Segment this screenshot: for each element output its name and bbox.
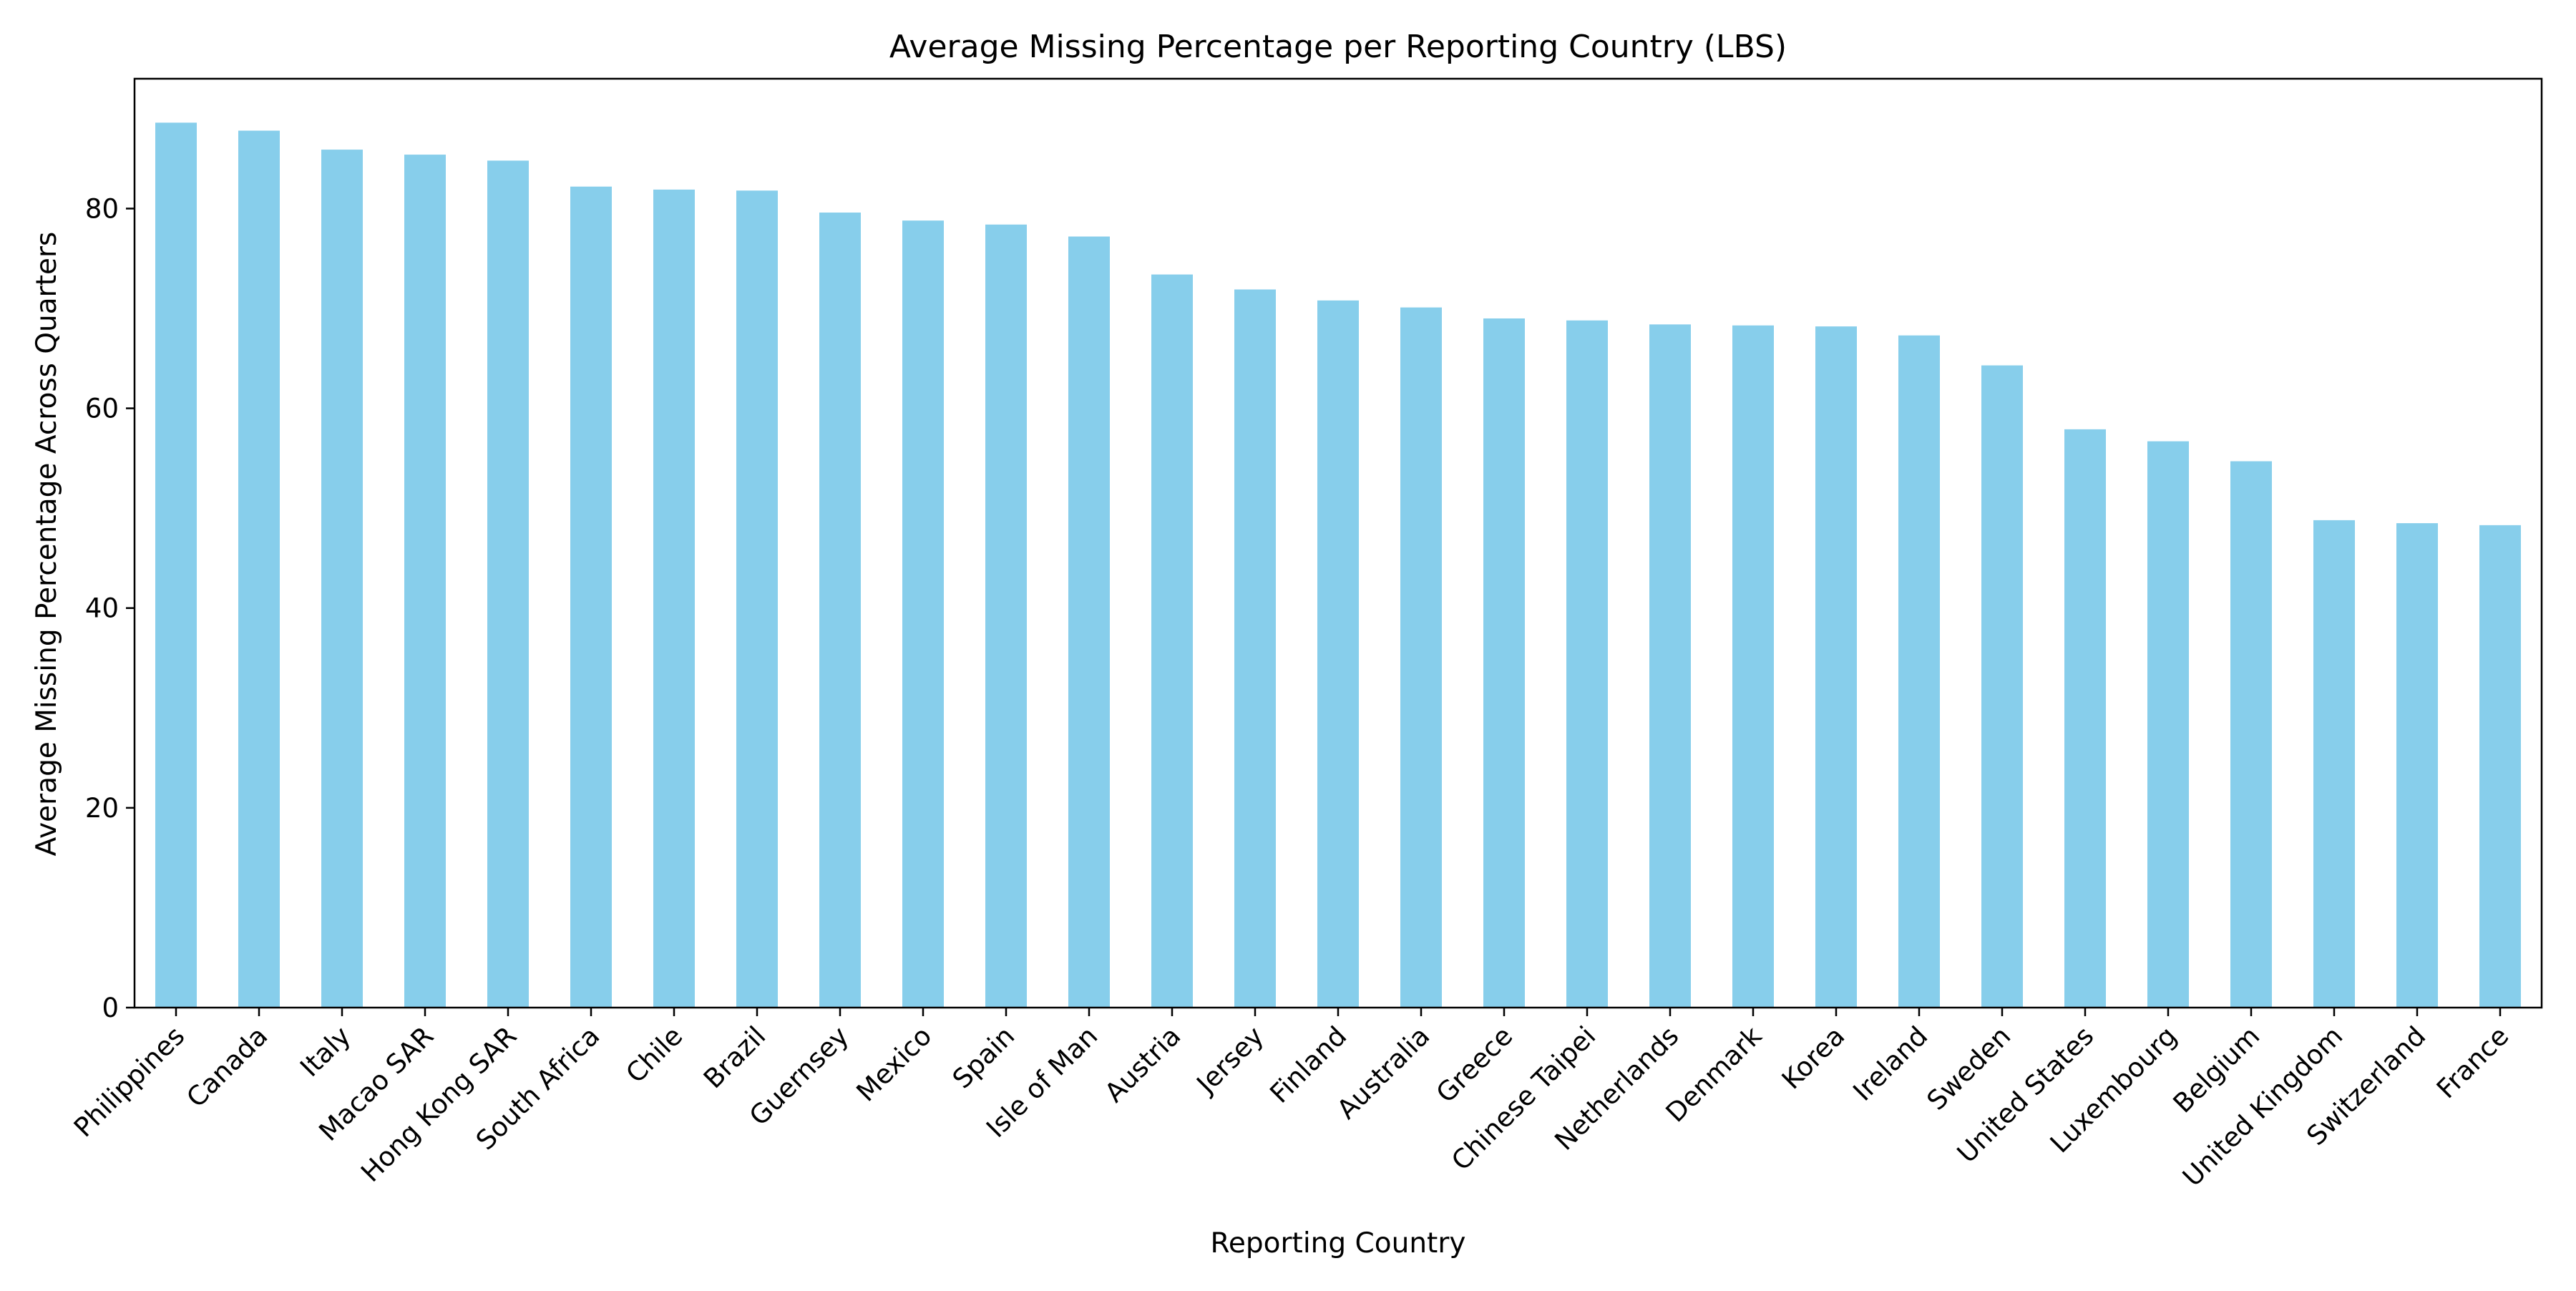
x-tick-label: Chile — [620, 1020, 688, 1089]
bar — [1649, 324, 1691, 1008]
bar — [1317, 300, 1359, 1008]
bar — [736, 190, 778, 1008]
bar — [1898, 335, 1940, 1008]
bar — [1732, 325, 1774, 1008]
bar — [1400, 307, 1442, 1008]
bar — [2313, 520, 2355, 1008]
bar — [1483, 318, 1525, 1008]
bar — [902, 220, 944, 1008]
bar — [2147, 441, 2189, 1008]
x-tick-label: Philippines — [68, 1020, 190, 1143]
x-tick-label: Jersey — [1190, 1020, 1270, 1101]
bar — [2064, 429, 2106, 1008]
bar — [404, 155, 446, 1008]
bar — [1981, 365, 2023, 1008]
x-tick-label: Austria — [1099, 1020, 1187, 1109]
bar — [985, 224, 1027, 1008]
x-tick-label: United Kingdom — [2177, 1020, 2348, 1192]
x-tick-label: France — [2431, 1020, 2514, 1104]
y-tick-label: 40 — [85, 593, 119, 624]
y-tick-label: 80 — [85, 193, 119, 224]
bar — [653, 189, 695, 1008]
y-tick-label: 20 — [85, 793, 119, 824]
x-tick-label: Italy — [294, 1020, 356, 1083]
x-tick-label: Canada — [180, 1020, 273, 1114]
x-tick-label: Korea — [1776, 1020, 1851, 1096]
bar — [321, 150, 363, 1008]
x-tick-label: Chinese Taipei — [1445, 1020, 1601, 1176]
bar — [570, 186, 612, 1008]
bar — [1566, 320, 1608, 1008]
x-tick-label: Spain — [947, 1020, 1021, 1095]
bar — [2230, 461, 2272, 1008]
bar — [1068, 236, 1110, 1008]
y-tick-label: 60 — [85, 394, 119, 424]
y-axis-ticks: 0 20 40 60 80 — [85, 193, 135, 1023]
x-tick-label: Hong Kong SAR — [355, 1020, 522, 1188]
x-axis-label: Reporting Country — [1211, 1227, 1466, 1260]
bar — [1815, 326, 1857, 1008]
bar — [819, 213, 861, 1008]
bars-layer — [155, 122, 2521, 1008]
y-tick-label: 0 — [102, 993, 119, 1023]
y-axis-label: Average Missing Percentage Across Quarte… — [31, 232, 63, 857]
x-tick-label: Brazil — [698, 1020, 771, 1094]
bar — [2479, 525, 2521, 1008]
x-tick-label: Australia — [1331, 1020, 1435, 1125]
bar — [1234, 289, 1276, 1008]
chart-title: Average Missing Percentage per Reporting… — [889, 29, 1787, 65]
x-tick-label: Mexico — [851, 1020, 938, 1108]
bar — [2396, 523, 2438, 1008]
bar — [487, 160, 529, 1008]
bar — [155, 122, 197, 1008]
bar — [238, 130, 280, 1008]
bar — [1151, 274, 1193, 1008]
